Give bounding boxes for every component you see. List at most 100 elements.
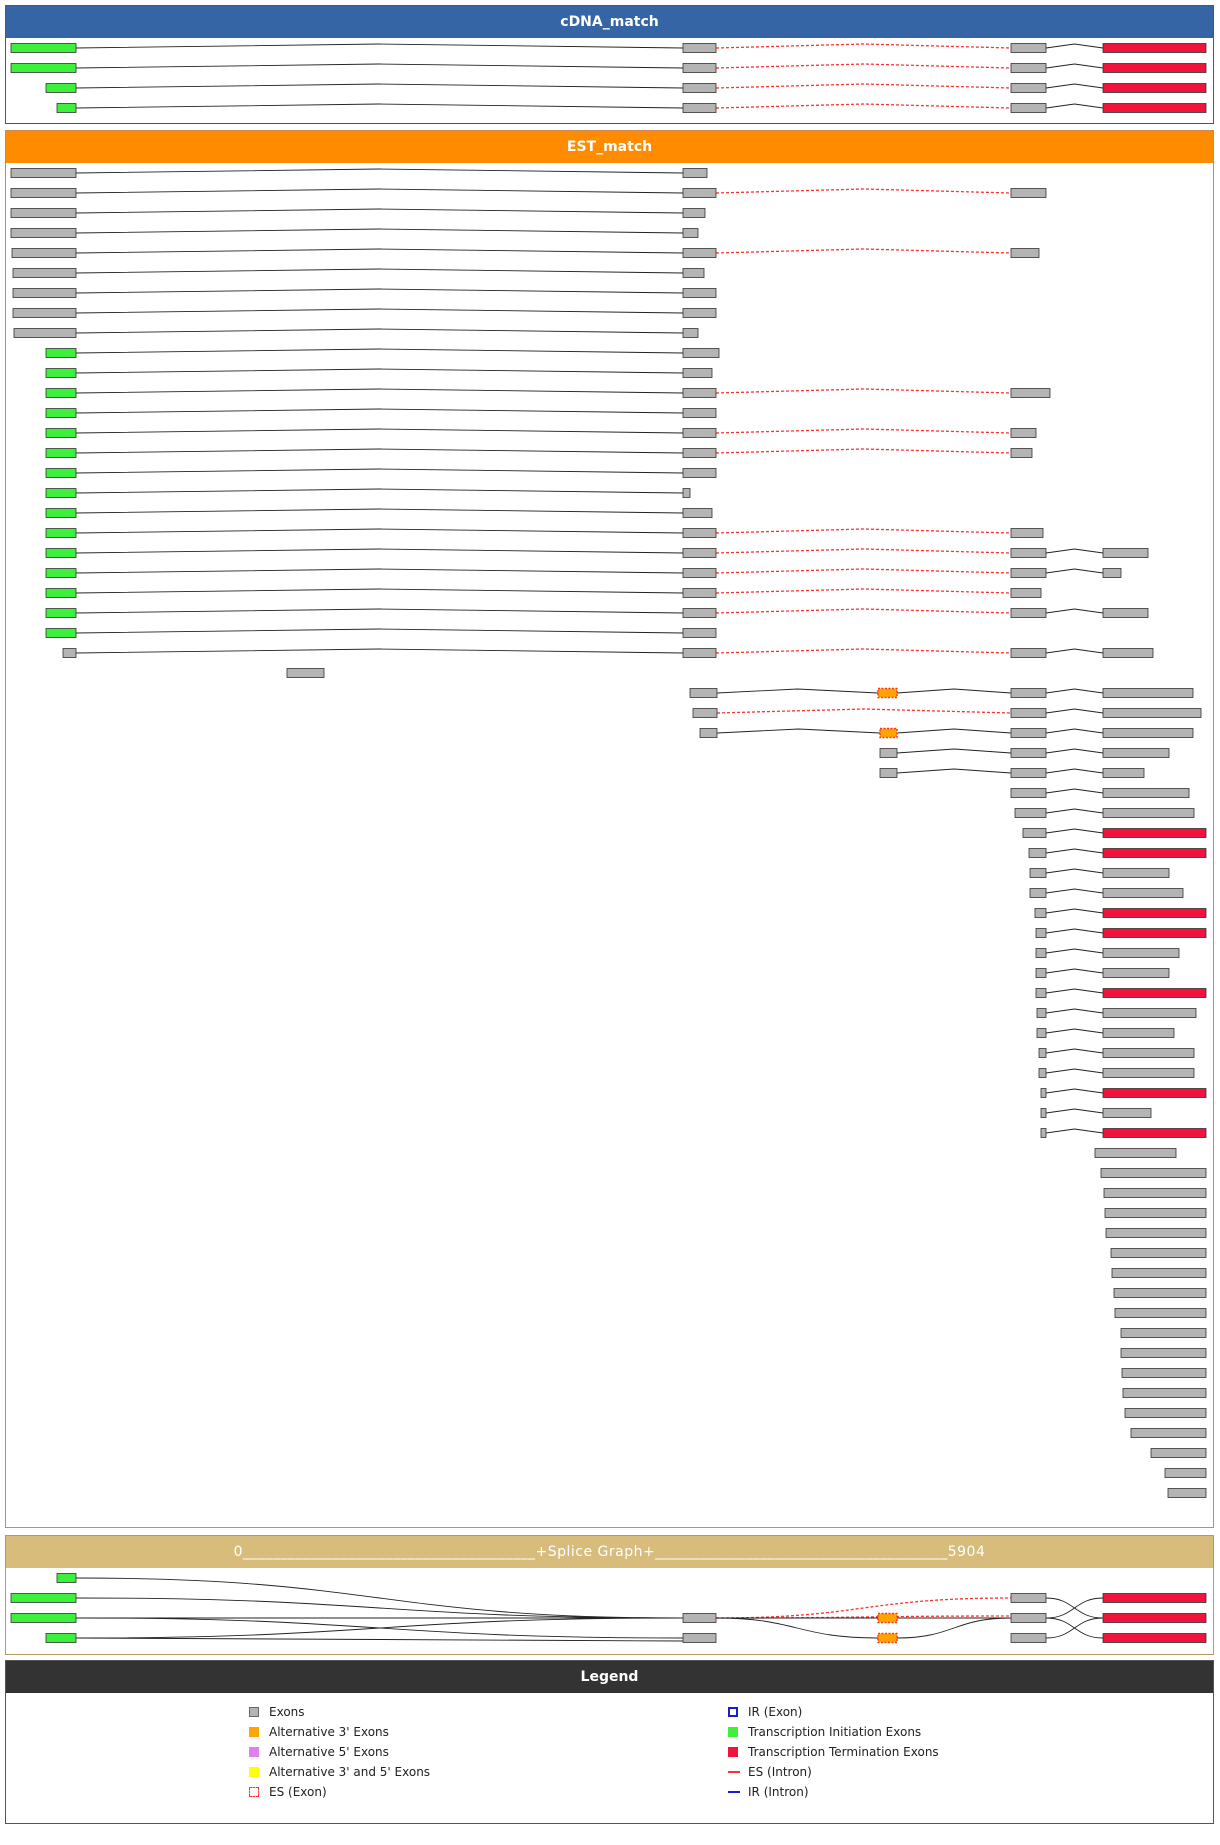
intron-line: [1045, 908, 1104, 914]
exon-block: [1010, 768, 1047, 778]
initiation-exon: [10, 43, 77, 53]
exon-block: [1167, 1488, 1207, 1498]
intron-line: [1045, 608, 1104, 614]
exon-block: [682, 508, 713, 518]
exon-block: [879, 768, 898, 778]
exon-block: [1104, 1208, 1207, 1218]
exon-block: [1102, 808, 1195, 818]
exon-block: [1102, 1068, 1195, 1078]
exon-block: [1010, 568, 1047, 578]
cdna-track-svg: [10, 43, 1207, 113]
exon-block: [12, 308, 77, 318]
exon-block: [1035, 928, 1047, 938]
intron-line: [1045, 103, 1104, 109]
intron-line: [1045, 768, 1104, 774]
exon-block: [682, 368, 713, 378]
exon-block: [682, 228, 699, 238]
splice-edge: [75, 1597, 684, 1619]
exon-block: [1029, 868, 1047, 878]
intron-line: [716, 688, 879, 694]
exon-block: [682, 268, 705, 278]
exon-block: [682, 388, 717, 398]
exon-block: [1010, 788, 1047, 798]
initiation-exon: [45, 388, 77, 398]
exon-block: [692, 708, 718, 718]
exon-block: [1010, 708, 1047, 718]
es-intron-line: [715, 648, 1012, 654]
exon-block: [13, 328, 77, 338]
legend-body: Exons Alternative 3' Exons Alternative 5' …: [6, 1693, 1213, 1823]
intron-line: [1045, 1008, 1104, 1014]
exon-block: [699, 728, 718, 738]
initiation-exon: [45, 448, 77, 458]
legend-label: Transcription Initiation Exons: [748, 1725, 922, 1739]
es-intron-line: [716, 708, 1012, 714]
cdna-match-title: cDNA_match: [6, 6, 1213, 38]
exon-block: [1035, 968, 1047, 978]
est-match-panel: EST_match: [5, 130, 1214, 1528]
exon-block: [1010, 748, 1047, 758]
es-intron-line: [715, 528, 1012, 534]
legend-item: IR (Intron): [728, 1783, 809, 1801]
exon-block: [1010, 43, 1047, 53]
splice-graph-area: [6, 1568, 1213, 1654]
es-intron-line: [715, 568, 1012, 574]
exon-block: [689, 688, 718, 698]
exon-block: [682, 428, 717, 438]
es-intron-line: [715, 388, 1012, 394]
intron-line: [75, 328, 684, 334]
exon-block: [1102, 728, 1194, 738]
initiation-exon: [45, 528, 77, 538]
termination-exon: [1102, 63, 1207, 73]
intron-line: [75, 348, 684, 354]
intron-line: [75, 448, 684, 454]
initiation-exon: [45, 628, 77, 638]
exon-block: [1040, 1128, 1047, 1138]
initiation-exon: [45, 368, 77, 378]
legend-label: ES (Intron): [748, 1765, 812, 1779]
exon-block: [10, 208, 77, 218]
legend-label: Alternative 3' and 5' Exons: [269, 1765, 431, 1779]
est-match-title: EST_match: [6, 131, 1213, 163]
splice-graph-panel: 0_______________________________________…: [5, 1535, 1214, 1655]
exon-block: [1102, 948, 1180, 958]
intron-line: [1045, 63, 1104, 69]
intron-line: [75, 63, 684, 69]
exon-swatch-icon: [249, 1707, 259, 1717]
exon-block: [682, 488, 691, 498]
exon-block: [1120, 1328, 1207, 1338]
exon-block: [10, 228, 77, 238]
exon-block: [1010, 248, 1040, 258]
exon-block: [1102, 648, 1154, 658]
exon-block: [1102, 888, 1184, 898]
est-track-area: [6, 163, 1213, 1527]
es-intron-line: [715, 103, 1012, 109]
legend-label: Alternative 3' Exons: [269, 1725, 389, 1739]
exon-block: [1035, 988, 1047, 998]
intron-line: [75, 268, 684, 274]
intron-line: [75, 428, 684, 434]
exon-block: [1022, 828, 1047, 838]
legend-item: IR (Exon): [728, 1703, 802, 1721]
legend-item: Exons: [249, 1703, 305, 1721]
legend-item: Transcription Termination Exons: [728, 1743, 939, 1761]
intron-line: [1045, 828, 1104, 834]
intron-line: [75, 408, 684, 414]
initiation-exon: [45, 348, 77, 358]
legend-label: IR (Exon): [748, 1705, 803, 1719]
splice-edge: [715, 1617, 879, 1639]
initiation-swatch-icon: [728, 1727, 738, 1737]
intron-line: [1045, 1128, 1104, 1134]
intron-line: [75, 83, 684, 89]
exon-block: [1102, 568, 1122, 578]
initiation-exon: [10, 1593, 77, 1603]
initiation-exon: [45, 428, 77, 438]
exon-block: [1010, 528, 1044, 538]
exon-block: [1150, 1448, 1207, 1458]
alt3-es-exon: [877, 687, 898, 699]
es-intron-line: [715, 588, 1012, 594]
intron-line: [1045, 728, 1104, 734]
exon-block: [1113, 1288, 1207, 1298]
intron-line: [75, 228, 684, 234]
intron-line: [1045, 1048, 1104, 1054]
